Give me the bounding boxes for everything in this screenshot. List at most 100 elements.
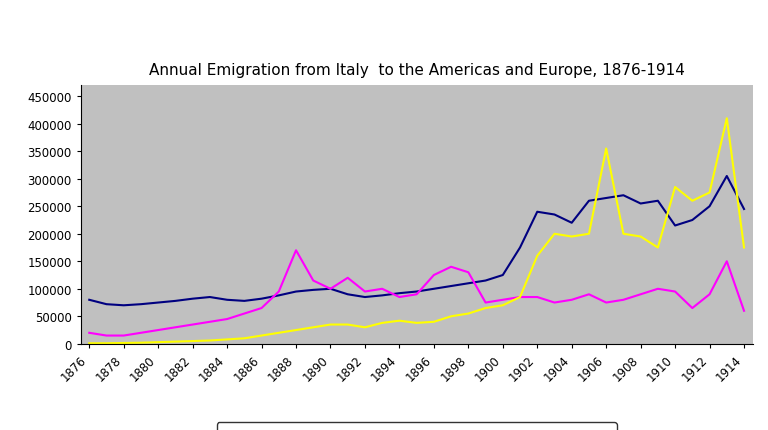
South America	[240, 311, 249, 316]
Line: North America: North America	[89, 119, 744, 344]
Europe	[584, 199, 594, 204]
Europe	[515, 246, 525, 251]
Europe	[619, 193, 628, 198]
North America	[274, 330, 283, 335]
North America	[291, 328, 300, 333]
Europe	[533, 210, 542, 215]
South America	[119, 333, 128, 338]
South America	[326, 286, 335, 292]
South America	[170, 325, 180, 330]
South America	[636, 292, 645, 297]
Europe	[429, 286, 439, 292]
Europe	[550, 212, 559, 218]
North America	[223, 337, 232, 342]
North America	[412, 320, 421, 326]
North America	[429, 319, 439, 325]
South America	[154, 328, 163, 333]
North America	[601, 147, 611, 152]
North America	[170, 339, 180, 344]
South America	[740, 308, 749, 313]
North America	[533, 254, 542, 259]
North America	[378, 320, 387, 326]
South America	[378, 286, 387, 292]
South America	[654, 286, 663, 292]
North America	[240, 336, 249, 341]
North America	[84, 341, 94, 346]
Europe	[240, 298, 249, 304]
South America	[429, 273, 439, 278]
Europe	[223, 298, 232, 303]
South America	[619, 298, 628, 303]
South America	[670, 289, 680, 295]
Europe	[705, 204, 714, 209]
South America	[223, 317, 232, 322]
Europe	[464, 281, 473, 286]
North America	[119, 341, 128, 346]
Europe	[412, 289, 421, 295]
North America	[188, 339, 197, 344]
South America	[84, 330, 94, 335]
South America	[464, 270, 473, 275]
South America	[274, 289, 283, 295]
Europe	[205, 295, 214, 300]
South America	[137, 330, 146, 335]
South America	[412, 292, 421, 297]
Line: South America: South America	[89, 251, 744, 336]
Line: Europe: Europe	[89, 177, 744, 306]
South America	[584, 292, 594, 297]
Title: Annual Emigration from Italy  to the Americas and Europe, 1876-1914: Annual Emigration from Italy to the Amer…	[149, 63, 684, 78]
Europe	[274, 293, 283, 298]
Europe	[498, 273, 508, 278]
North America	[309, 325, 318, 330]
Europe	[84, 298, 94, 303]
North America	[722, 117, 731, 122]
Europe	[654, 199, 663, 204]
South America	[309, 278, 318, 283]
South America	[360, 289, 369, 295]
Legend: Europe, South America, North America: Europe, South America, North America	[217, 423, 617, 430]
North America	[137, 340, 146, 345]
North America	[481, 306, 490, 311]
Europe	[378, 293, 387, 298]
North America	[584, 232, 594, 237]
South America	[567, 298, 576, 303]
South America	[705, 292, 714, 297]
Europe	[670, 224, 680, 229]
Europe	[687, 218, 697, 223]
North America	[740, 246, 749, 251]
North America	[515, 295, 525, 300]
North America	[670, 185, 680, 190]
Europe	[636, 201, 645, 206]
South America	[498, 298, 508, 303]
South America	[257, 306, 266, 311]
Europe	[343, 292, 353, 297]
North America	[154, 340, 163, 345]
North America	[550, 232, 559, 237]
Europe	[446, 284, 455, 289]
Europe	[395, 291, 404, 296]
Europe	[188, 296, 197, 301]
Europe	[360, 295, 369, 300]
North America	[395, 318, 404, 323]
Europe	[481, 278, 490, 283]
North America	[705, 190, 714, 196]
South America	[446, 264, 455, 270]
South America	[515, 295, 525, 300]
South America	[188, 322, 197, 327]
Europe	[154, 300, 163, 305]
South America	[102, 333, 111, 338]
Europe	[601, 196, 611, 201]
North America	[567, 234, 576, 240]
Europe	[102, 302, 111, 307]
North America	[619, 232, 628, 237]
Europe	[309, 288, 318, 293]
Europe	[326, 286, 335, 292]
South America	[722, 259, 731, 264]
North America	[687, 199, 697, 204]
North America	[326, 322, 335, 327]
Europe	[567, 221, 576, 226]
North America	[636, 234, 645, 240]
Europe	[257, 296, 266, 301]
South America	[395, 295, 404, 300]
Europe	[740, 207, 749, 212]
